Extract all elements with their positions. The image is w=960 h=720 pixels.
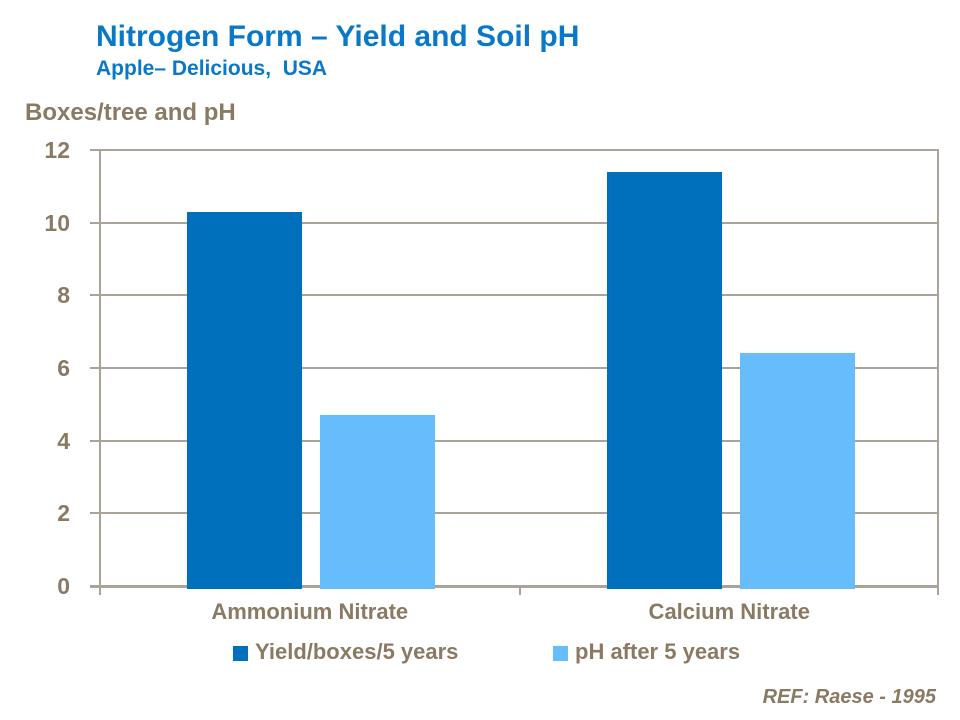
y-tick-label: 2	[57, 500, 70, 527]
reference-citation: REF: Raese - 1995	[762, 686, 936, 708]
gridline-y-4	[90, 439, 939, 442]
y-tick-label: 10	[44, 209, 70, 236]
y-axis-unit-label: Boxes/tree and pH	[25, 99, 236, 126]
gridline-y-2	[90, 512, 939, 515]
x-category-label: Ammonium Nitrate	[211, 599, 409, 624]
chart-title: Nitrogen Form – Yield and Soil pH	[96, 20, 580, 53]
bar-ph-after-5-years-1	[739, 353, 855, 589]
legend-swatch-icon	[233, 645, 248, 661]
gridline-y-12	[90, 149, 939, 151]
legend-item: Yield/boxes/5 years	[233, 639, 458, 665]
bar-yield-boxes-5-years-0	[187, 211, 302, 589]
bar-ph-after-5-years-0	[320, 415, 435, 589]
legend-label: pH after 5 years	[575, 639, 741, 664]
y-tick-label: 0	[57, 573, 70, 599]
gridline-y-6	[90, 367, 939, 369]
gridline-y-0	[90, 585, 939, 588]
legend-item: pH after 5 years	[553, 639, 740, 665]
bar-yield-boxes-5-years-1	[606, 171, 722, 589]
legend-swatch-icon	[553, 645, 568, 661]
chart-subtitle: Apple– Delicious, USA	[96, 57, 328, 80]
y-tick-label: 6	[57, 355, 70, 381]
y-axis-line	[99, 150, 101, 595]
y-tick-label: 8	[57, 282, 70, 309]
gridline-y-10	[90, 221, 939, 224]
gridline-y-8	[90, 294, 939, 297]
y-tick-label: 12	[44, 137, 70, 163]
legend-label: Yield/boxes/5 years	[255, 639, 459, 664]
plot-right-border	[937, 150, 939, 595]
x-axis-category-tick	[518, 586, 521, 595]
y-tick-label: 4	[57, 427, 70, 454]
x-category-label: Calcium Nitrate	[648, 599, 810, 624]
